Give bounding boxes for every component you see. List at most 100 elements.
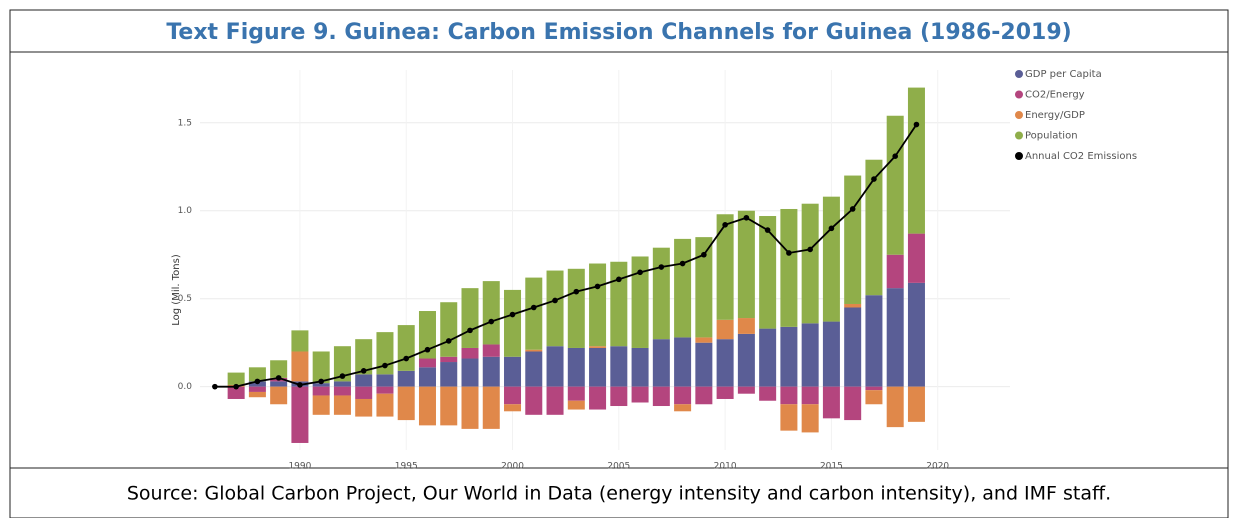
y-tick-label: 0.0 (178, 382, 193, 392)
line-point (467, 327, 473, 334)
bar-segment (355, 398, 373, 417)
line-point (488, 318, 495, 325)
line-point (913, 121, 920, 128)
bar-segment (504, 356, 522, 387)
bar-segment (780, 404, 798, 431)
bar-segment (312, 351, 330, 384)
bar-segment (801, 323, 819, 387)
line-point (594, 283, 601, 290)
bar-segment (227, 386, 245, 399)
bar-segment (333, 346, 351, 382)
legend-swatch (1015, 152, 1023, 160)
bar-segment (822, 196, 840, 322)
line-point (892, 153, 898, 160)
legend-label: Energy/GDP (1025, 110, 1085, 121)
bar-segment (482, 344, 500, 357)
line-point (318, 378, 324, 385)
line-point (573, 288, 580, 295)
bar-segment (291, 330, 309, 352)
bar-segment (227, 372, 245, 385)
line-point (679, 260, 686, 267)
bar-segment (546, 270, 564, 347)
line-point (807, 246, 813, 253)
legend-label: CO2/Energy (1025, 90, 1085, 101)
bar-segment (418, 367, 436, 387)
bar-segment (695, 237, 713, 338)
bar-segment (546, 346, 564, 387)
y-tick-label: 1.0 (178, 206, 193, 216)
bar-segment (440, 362, 458, 387)
bar-segment (759, 386, 777, 401)
bar-segment (418, 311, 436, 359)
bar-segment (886, 386, 904, 428)
line-point (552, 297, 558, 304)
bar-segment (907, 386, 925, 422)
bar-segment (631, 347, 649, 387)
line-point (254, 378, 261, 385)
bar-segment (589, 346, 607, 348)
chart-title: Text Figure 9. Guinea: Carbon Emission C… (166, 20, 1071, 45)
bar-segment (610, 261, 628, 347)
bar-segment (759, 216, 777, 329)
bar-segment (440, 386, 458, 426)
bar-segment (589, 347, 607, 387)
bar-segment (759, 328, 777, 387)
bar-segment (333, 381, 351, 387)
bar-segment (418, 386, 436, 426)
bar-segment (865, 386, 883, 391)
bar-segment (312, 386, 330, 396)
bar-segment (589, 386, 607, 410)
line-point (764, 227, 771, 233)
bar-segment (652, 247, 670, 340)
bar-segment (674, 238, 692, 338)
legend-swatch (1015, 111, 1023, 119)
line-point (828, 225, 835, 232)
legend-label: GDP per Capita (1025, 69, 1102, 80)
legend-swatch (1015, 70, 1023, 78)
bar-segment (461, 347, 479, 359)
line-point (382, 362, 388, 369)
bar-segment (695, 386, 713, 405)
bar-segment (801, 404, 819, 433)
bar-segment (780, 208, 798, 327)
bar-segment (631, 386, 649, 403)
bar-segment (525, 386, 543, 415)
bar-segment (780, 386, 798, 405)
bar-segment (397, 370, 415, 387)
line-point (871, 176, 877, 182)
bar-segment (248, 391, 266, 398)
bar-segment (440, 356, 458, 363)
bar-segment (546, 386, 564, 415)
bar-segment (376, 386, 394, 394)
x-tick-label: 2000 (501, 462, 524, 472)
bar-segment (397, 386, 415, 421)
bar-segment (610, 386, 628, 407)
x-tick-label: 1990 (288, 462, 311, 472)
bar-segment (886, 254, 904, 289)
bar-segment (504, 289, 522, 357)
bar-segment (801, 386, 819, 405)
bar-segment (482, 281, 500, 345)
x-tick-label: 2005 (607, 462, 630, 472)
bar-segment (525, 351, 543, 387)
bar-segment (716, 214, 734, 320)
bar-segment (525, 349, 543, 352)
bar-segment (567, 347, 585, 387)
line-point (424, 346, 431, 353)
bar-segment (461, 288, 479, 348)
bar-segment (907, 233, 925, 283)
bar-segment (376, 393, 394, 417)
line-point (849, 206, 856, 212)
bar-segment (376, 374, 394, 387)
bar-segment (355, 374, 373, 387)
bar-segment (822, 386, 840, 419)
bar-segment (248, 386, 266, 392)
bar-segment (333, 386, 351, 396)
bar-segment (780, 326, 798, 387)
bar-segment (865, 159, 883, 296)
x-tick-label: 1995 (395, 462, 418, 472)
y-tick-label: 0.5 (178, 294, 192, 304)
line-point (722, 222, 728, 228)
bar-segment (270, 360, 288, 378)
